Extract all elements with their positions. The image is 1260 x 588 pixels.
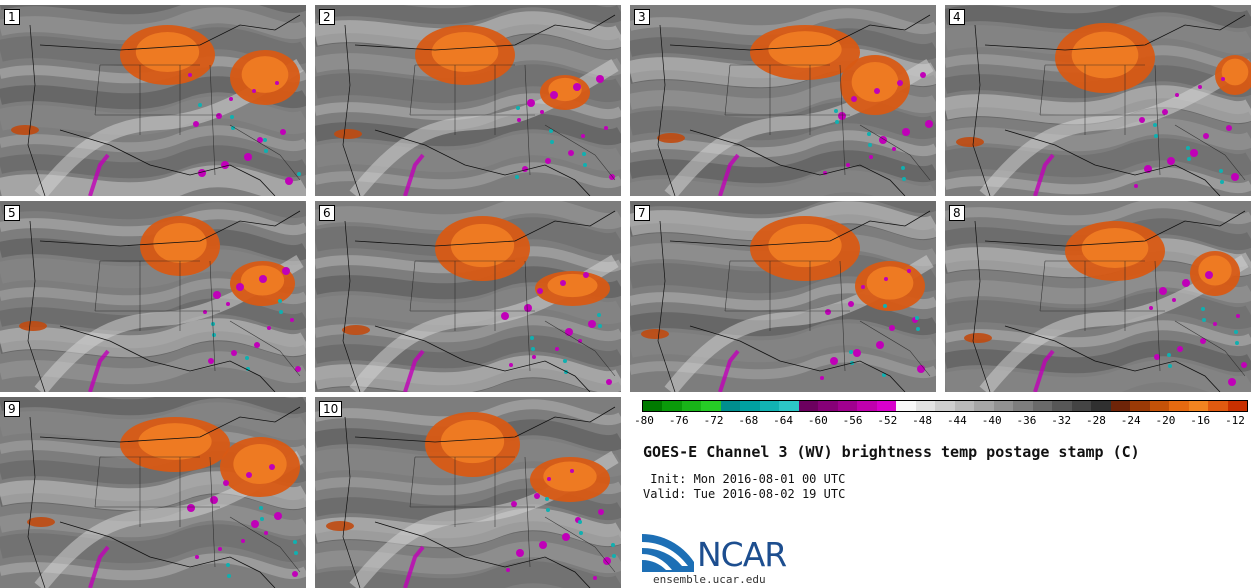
- colorbar-tick-label: -24: [1120, 414, 1141, 427]
- map-panel-6: 6: [315, 201, 621, 392]
- colorbar-swatch: [720, 401, 741, 411]
- colorbar-swatch: [935, 401, 955, 411]
- map-panel-8: 8: [945, 201, 1251, 392]
- colorbar-swatch: [993, 401, 1014, 411]
- colorbar-tick-label: -44: [946, 414, 967, 427]
- water-vapor-map: [0, 397, 306, 588]
- colorbar-tick-label: -52: [877, 414, 898, 427]
- colorbar-swatch: [818, 401, 838, 411]
- panel-number: 5: [4, 205, 20, 221]
- water-vapor-map: [630, 201, 936, 392]
- panel-number: 1: [4, 9, 20, 25]
- colorbar-swatch: [759, 401, 780, 411]
- colorbar-swatch: [1227, 401, 1248, 411]
- colorbar-swatch: [974, 401, 994, 411]
- map-panel-10: 10: [315, 397, 621, 588]
- water-vapor-map: [630, 5, 936, 196]
- logo-url: ensemble.ucar.edu: [653, 573, 766, 586]
- map-panel-1: 1: [0, 5, 306, 196]
- colorbar-swatch: [954, 401, 975, 411]
- water-vapor-map: [315, 201, 621, 392]
- colorbar-swatch: [1188, 401, 1209, 411]
- colorbar-tick-label: -48: [912, 414, 933, 427]
- panel-number: 6: [319, 205, 335, 221]
- colorbar-tick-label: -72: [703, 414, 724, 427]
- colorbar-swatch: [1130, 401, 1150, 411]
- panel-number: 4: [949, 9, 965, 25]
- water-vapor-map: [945, 201, 1251, 392]
- colorbar-tick-label: -60: [807, 414, 828, 427]
- panel-number: 10: [319, 401, 343, 417]
- colorbar-tick-label: -12: [1225, 414, 1245, 427]
- colorbar-tick-label: -68: [738, 414, 759, 427]
- water-vapor-map: [315, 397, 621, 588]
- colorbar-swatch: [643, 401, 663, 411]
- colorbar-swatch: [837, 401, 858, 411]
- water-vapor-map: [315, 5, 621, 196]
- panel-number: 3: [634, 9, 650, 25]
- colorbar-tick-label: -20: [1155, 414, 1176, 427]
- colorbar-swatch: [857, 401, 877, 411]
- panel-number: 2: [319, 9, 335, 25]
- colorbar-swatch: [1149, 401, 1170, 411]
- map-panel-7: 7: [630, 201, 936, 392]
- panel-number: 7: [634, 205, 650, 221]
- colorbar-swatch: [740, 401, 760, 411]
- colorbar-tick-label: -28: [1086, 414, 1106, 427]
- colorbar-tick-label: -80: [634, 414, 654, 427]
- colorbar-tick-label: -40: [981, 414, 1002, 427]
- colorbar-swatch: [1208, 401, 1228, 411]
- colorbar: [642, 400, 1248, 412]
- colorbar-swatch: [1032, 401, 1053, 411]
- valid-time: Valid: Tue 2016-08-02 19 UTC: [643, 487, 846, 501]
- map-panel-4: 4: [945, 5, 1251, 196]
- colorbar-swatch: [798, 401, 819, 411]
- map-panel-5: 5: [0, 201, 306, 392]
- colorbar-swatch: [701, 401, 721, 411]
- panel-number: 8: [949, 205, 965, 221]
- water-vapor-map: [945, 5, 1251, 196]
- colorbar-swatch: [1091, 401, 1111, 411]
- colorbar-swatch: [1071, 401, 1092, 411]
- colorbar-swatch: [1169, 401, 1189, 411]
- colorbar-swatch: [915, 401, 936, 411]
- colorbar-swatch: [1052, 401, 1072, 411]
- colorbar-swatch: [1013, 401, 1033, 411]
- colorbar-tick-label: -32: [1051, 414, 1072, 427]
- colorbar-swatch: [662, 401, 682, 411]
- colorbar-ticks: -80 -76 -72 -68 -64 -60 -56 -52 -48 -44 -40 -36 -32 -…: [634, 414, 1248, 428]
- colorbar-tick-label: -64: [773, 414, 793, 427]
- colorbar-tick-label: -56: [842, 414, 863, 427]
- figure-title: GOES-E Channel 3 (WV) brightness temp po…: [643, 443, 1140, 461]
- colorbar-swatch: [681, 401, 702, 411]
- map-panel-9: 9: [0, 397, 306, 588]
- colorbar-tick-label: -16: [1190, 414, 1211, 427]
- water-vapor-map: [0, 5, 306, 196]
- colorbar-tick-label: -76: [668, 414, 689, 427]
- map-panel-2: 2: [315, 5, 621, 196]
- panel-number: 9: [4, 401, 20, 417]
- init-time: Init: Mon 2016-08-01 00 UTC: [643, 472, 846, 486]
- ncar-logo-icon: [642, 534, 694, 572]
- colorbar-swatch: [1110, 401, 1131, 411]
- logo-text: NCAR: [697, 535, 787, 574]
- map-panel-3: 3: [630, 5, 936, 196]
- colorbar-swatch: [779, 401, 799, 411]
- colorbar-swatch: [896, 401, 916, 411]
- colorbar-swatch: [876, 401, 897, 411]
- colorbar-tick-label: -36: [1016, 414, 1037, 427]
- water-vapor-map: [0, 201, 306, 392]
